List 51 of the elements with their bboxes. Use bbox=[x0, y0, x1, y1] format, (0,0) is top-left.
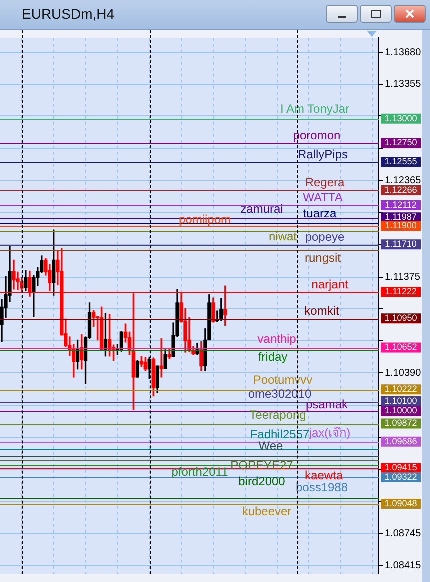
text: 1.10000 bbox=[384, 406, 418, 416]
text: 1.12112 bbox=[385, 200, 417, 210]
text: 1.11222 bbox=[385, 286, 417, 297]
ref-line-label: Regera bbox=[305, 176, 346, 190]
text: 1.11987 bbox=[385, 212, 417, 222]
ref-line-label: I Am TonyJar bbox=[280, 102, 350, 116]
ref-line-label: zamurai bbox=[240, 202, 284, 216]
ref-line-label: Pootumvvv bbox=[253, 372, 313, 387]
ref-line-label: Fadhil2557 bbox=[250, 428, 310, 442]
ref-line-label: niwat bbox=[268, 229, 298, 244]
ref-line-label: jax(เจ๊ก) bbox=[308, 426, 351, 440]
text: 1.10652 bbox=[384, 342, 418, 352]
ref-line-label: tuarza bbox=[303, 206, 337, 220]
ref-line-label: kubeever bbox=[242, 504, 292, 518]
y-tick-label: 1.12365 bbox=[385, 176, 422, 187]
ref-line-label: friday bbox=[258, 350, 288, 364]
text: 1.11710 bbox=[385, 239, 417, 250]
y-tick-label: 1.13680 bbox=[385, 47, 422, 58]
y-tick-label: 1.08415 bbox=[385, 560, 422, 572]
ref-line-label: WATTA bbox=[303, 190, 343, 205]
y-tick-label: 1.13355 bbox=[385, 79, 422, 90]
ref-line-label: boss1988 bbox=[296, 480, 348, 495]
text: 1.10950 bbox=[384, 313, 418, 324]
text: 1.09048 bbox=[384, 498, 418, 509]
ref-line-label: bird2000 bbox=[238, 474, 286, 488]
ref-line-label: komkit bbox=[304, 304, 340, 318]
ref-line-label: poromon bbox=[293, 128, 341, 143]
ref-line-label: vanthip bbox=[258, 332, 297, 346]
candlestick bbox=[160, 338, 164, 378]
text: 1.11900 bbox=[385, 220, 417, 231]
text: 1.12750 bbox=[384, 138, 418, 148]
ref-line-label: RallyPips bbox=[298, 148, 348, 162]
text: 1.12555 bbox=[384, 156, 418, 167]
ref-line-label: narjant bbox=[312, 277, 350, 292]
text: 1.09322 bbox=[384, 472, 418, 482]
text: 1.12266 bbox=[384, 184, 418, 195]
y-tick-label: 1.11375 bbox=[385, 272, 421, 283]
text: 1.09415 bbox=[384, 462, 418, 473]
y-tick-label: 1.08745 bbox=[385, 528, 422, 540]
ref-line-label: rungsit bbox=[304, 250, 342, 265]
ref-line-label: popeye bbox=[305, 230, 346, 244]
text: 1.10100 bbox=[384, 396, 418, 406]
text: 1.10222 bbox=[384, 384, 418, 394]
chart-title: EURUSDm,H4 bbox=[22, 6, 115, 22]
text: 1.09686 bbox=[384, 436, 418, 446]
ref-line-label: ome302010 bbox=[248, 386, 312, 401]
text: 1.09872 bbox=[384, 418, 418, 428]
ref-line-label: Teerapong bbox=[250, 408, 306, 422]
y-tick-label: 1.10390 bbox=[385, 368, 422, 379]
ref-line-label: pforth2011 bbox=[172, 465, 229, 480]
text: 1.13000 bbox=[384, 113, 418, 124]
